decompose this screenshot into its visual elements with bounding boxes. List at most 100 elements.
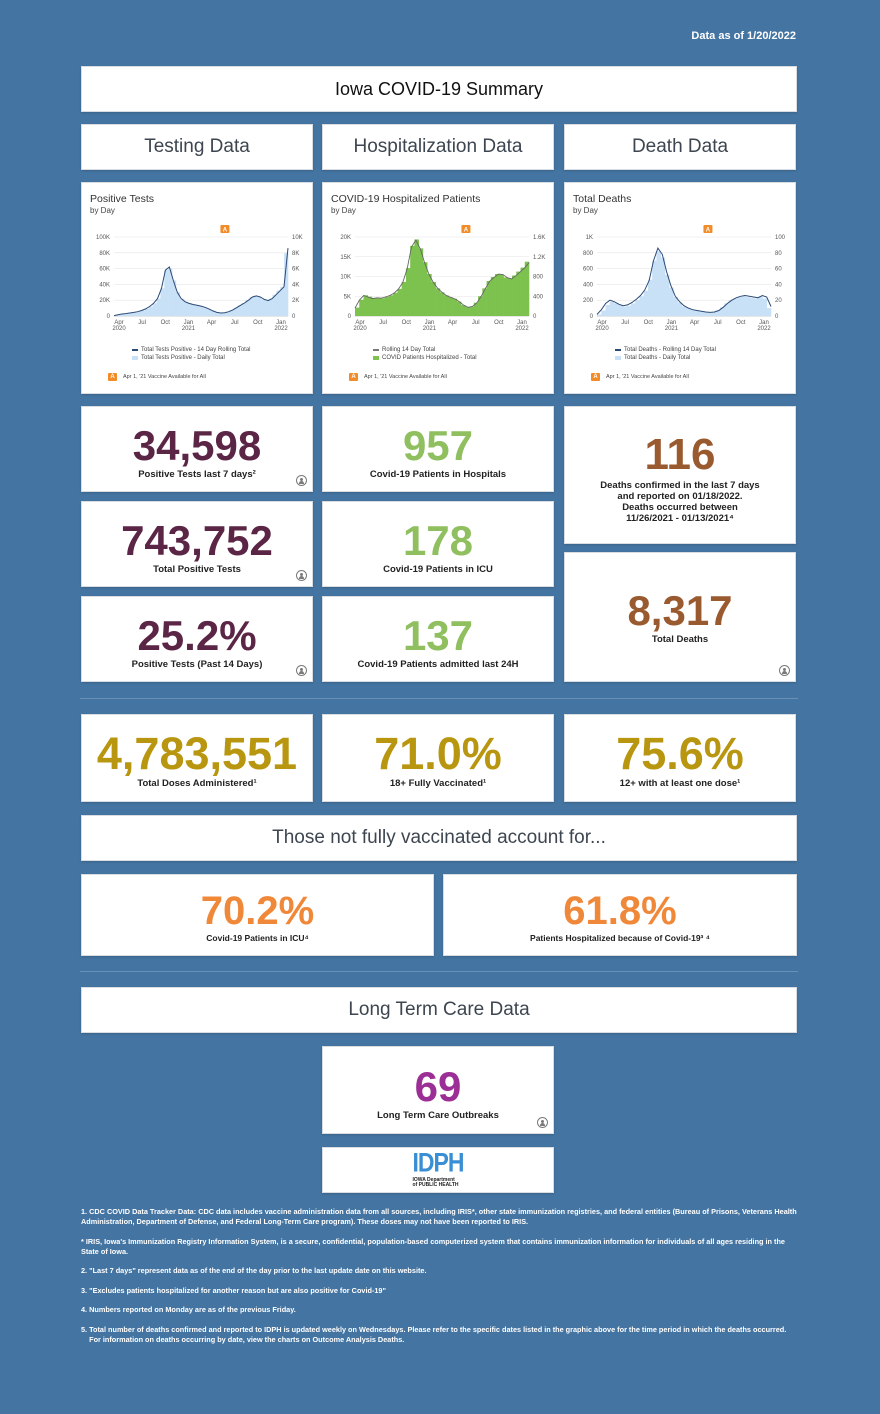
daily-bar: [168, 268, 173, 316]
right-tick-label: 100: [775, 235, 786, 241]
daily-bar: [148, 306, 153, 316]
daily-bar: [613, 303, 619, 316]
x-tick-label: Jan: [425, 320, 435, 326]
right-tick-label: 20: [775, 298, 782, 304]
x-tick-label: Oct: [161, 320, 171, 326]
metric-value: 69: [414, 1062, 462, 1110]
metric-value: 61.8%: [563, 889, 677, 933]
ltc-outbreaks-card: 69 Long Term Care Outbreaks: [322, 1046, 554, 1134]
footnote-2: 2. "Last 7 days" represent data as of th…: [81, 1266, 427, 1276]
daily-bar: [129, 312, 134, 316]
metric-value: 8,317: [627, 586, 733, 634]
left-tick-label: 400: [583, 282, 594, 288]
hospitalized-patients-chart[interactable]: COVID-19 Hospitalized Patients by Day 20…: [322, 182, 554, 394]
daily-bar: [187, 303, 192, 316]
x-tick-label: Apr: [114, 320, 123, 326]
left-tick-label: 15K: [340, 255, 351, 261]
daily-bar: [371, 298, 377, 316]
daily-bar: [626, 305, 632, 316]
idph-logo-card[interactable]: IDPH IOWA Department of PUBLIC HEALTH: [322, 1147, 554, 1193]
daily-bar: [490, 276, 496, 316]
daily-bar: [469, 306, 475, 316]
user-icon[interactable]: [296, 570, 307, 581]
daily-bar: [260, 299, 266, 316]
daily-bar: [643, 290, 649, 316]
left-tick-label: 0: [107, 314, 111, 320]
metric-label: Positive Tests (Past 14 Days): [131, 658, 263, 670]
daily-bar: [125, 313, 130, 316]
daily-bar: [478, 296, 483, 316]
footnotes: 1. CDC COVID Data Tracker Data: CDC data…: [81, 1207, 797, 1345]
right-tick-label: 40: [775, 282, 782, 288]
daily-bar: [230, 310, 235, 316]
outcome-analysis-link[interactable]: For information on deaths occurring by d…: [89, 1334, 405, 1344]
daily-bar: [690, 309, 695, 316]
left-tick-label: 0: [348, 314, 352, 320]
patients-in-icu-card: 178 Covid-19 Patients in ICU: [322, 501, 554, 587]
annotation-marker[interactable]: [703, 225, 713, 233]
daily-bar: [237, 305, 242, 316]
daily-bar: [418, 248, 424, 316]
right-tick-label: 10K: [292, 235, 303, 241]
daily-bar: [707, 312, 712, 316]
metric-label: Total Positive Tests: [153, 563, 241, 575]
daily-bar: [647, 279, 653, 316]
metric-value: 25.2%: [137, 611, 257, 659]
legend-bar: Total Deaths - Daily Total: [615, 355, 690, 361]
right-tick-label: 400: [533, 294, 544, 300]
daily-bar: [422, 262, 428, 316]
daily-bar: [280, 286, 285, 316]
annotation-marker[interactable]: [220, 225, 230, 233]
metric-value: 957: [402, 421, 474, 469]
daily-bar: [179, 298, 184, 316]
daily-bar: [507, 278, 513, 316]
daily-bar: [272, 294, 277, 316]
annotation-marker-label: A: [223, 227, 228, 233]
footnote-3: 3. "Excludes patients hospitalized for a…: [81, 1285, 386, 1295]
metric-value: 4,783,551: [96, 728, 298, 779]
x-tick-label-year: 2022: [515, 326, 529, 332]
daily-bar: [669, 287, 674, 316]
daily-bar: [754, 298, 759, 316]
legend-line: Total Deaths - Rolling 14 Day Total: [615, 347, 716, 353]
left-tick-label: 40K: [99, 282, 110, 288]
user-icon[interactable]: [537, 1117, 548, 1128]
left-tick-label: 0: [590, 314, 594, 320]
daily-bar: [363, 295, 369, 316]
daily-bar: [222, 312, 227, 316]
daily-bar: [393, 292, 398, 316]
testing-header: Testing Data: [81, 124, 313, 170]
chart-subtitle: by Day: [573, 206, 598, 215]
annotation-marker-label: A: [464, 227, 469, 233]
positive-tests-chart[interactable]: Positive Tests by Day 100K 10K 80K 8K 60K 6K 4…: [81, 182, 313, 394]
left-tick-label: 20K: [99, 298, 110, 304]
daily-bar: [499, 274, 504, 316]
daily-bar: [191, 304, 196, 316]
right-tick-label: 4K: [292, 282, 299, 288]
daily-bar: [652, 260, 657, 316]
daily-bar: [762, 298, 768, 316]
daily-bar: [264, 300, 269, 316]
daily-bar: [414, 239, 419, 316]
x-tick-label-year: 2020: [112, 326, 126, 332]
legend-line: Total Tests Positive - 14 Day Rolling To…: [132, 347, 251, 353]
annotation-marker[interactable]: [461, 225, 471, 233]
user-icon[interactable]: [296, 665, 307, 676]
daily-bar: [284, 252, 289, 316]
left-tick-label: 80K: [99, 251, 110, 257]
daily-bar: [121, 314, 126, 316]
total-deaths-chart[interactable]: Total Deaths by Day 1K 100 800 80 600 60 400 40…: [564, 182, 796, 394]
daily-bar: [384, 296, 390, 316]
user-icon[interactable]: [779, 665, 790, 676]
daily-bar: [482, 288, 487, 316]
testing-title: Testing Data: [144, 136, 250, 157]
daily-bar: [245, 300, 250, 316]
patients-in-hospitals-card: 957 Covid-19 Patients in Hospitals: [322, 406, 554, 492]
daily-bar: [698, 311, 704, 316]
daily-bar: [226, 311, 231, 316]
user-icon[interactable]: [296, 475, 307, 486]
unvaccinated-hospitalized-card: 61.8% Patients Hospitalized because of C…: [443, 874, 797, 956]
